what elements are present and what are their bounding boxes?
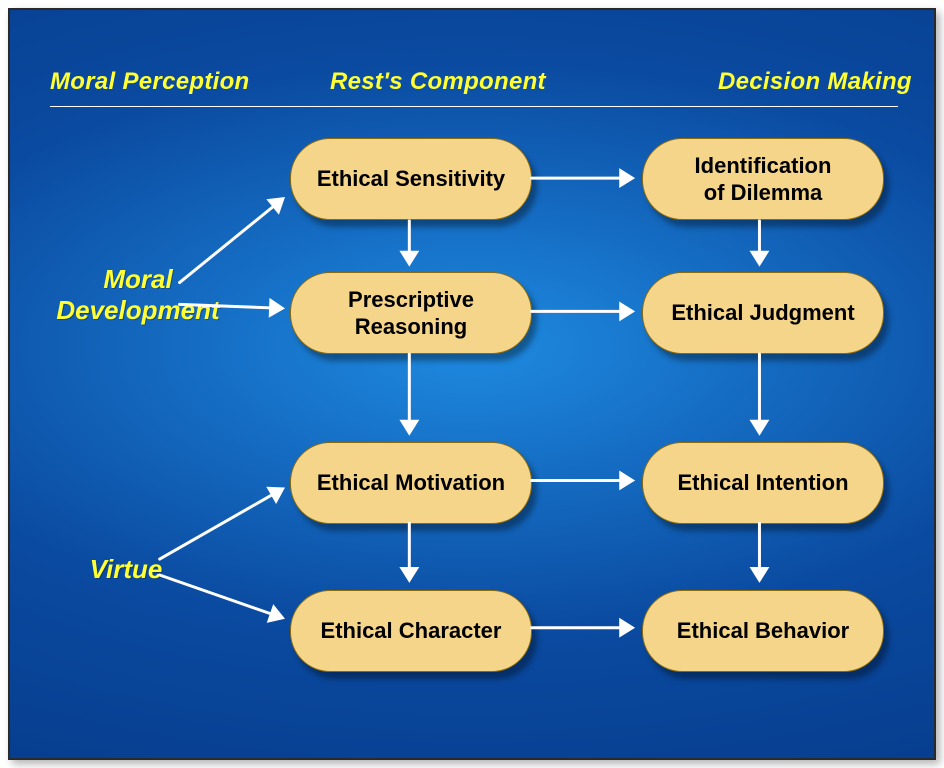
column-header: Decision Making (718, 68, 912, 96)
column-header: Moral Perception (50, 68, 250, 96)
node-label: Ethical Behavior (677, 617, 849, 645)
node-ethical-judgment: Ethical Judgment (642, 272, 884, 354)
node-ethical-motivation: Ethical Motivation (290, 442, 532, 524)
column-header: Rest's Component (330, 68, 546, 96)
node-ethical-intention: Ethical Intention (642, 442, 884, 524)
diagram-frame: Moral Perception Rest's Component Decision… (8, 8, 936, 760)
node-prescriptive-reasoning: Prescriptive Reasoning (290, 272, 532, 354)
node-label: Identification of Dilemma (695, 152, 832, 207)
diagram-content: Moral Perception Rest's Component Decision… (10, 10, 934, 758)
node-label: Prescriptive Reasoning (348, 286, 474, 341)
node-ethical-sensitivity: Ethical Sensitivity (290, 138, 532, 220)
row-label-line2: Development (48, 295, 228, 326)
node-label: Ethical Intention (677, 469, 848, 497)
row-label-line1: Moral (48, 264, 228, 295)
row-label-virtue: Virtue (66, 554, 186, 585)
node-ethical-character: Ethical Character (290, 590, 532, 672)
node-label: Ethical Motivation (317, 469, 505, 497)
row-label-moral-dev: MoralDevelopment (48, 264, 228, 326)
node-identification-dilemma: Identification of Dilemma (642, 138, 884, 220)
header-divider (50, 106, 898, 107)
row-label-line1: Virtue (66, 554, 186, 585)
node-label: Ethical Character (321, 617, 502, 645)
node-label: Ethical Sensitivity (317, 165, 505, 193)
node-ethical-behavior: Ethical Behavior (642, 590, 884, 672)
node-label: Ethical Judgment (671, 299, 854, 327)
